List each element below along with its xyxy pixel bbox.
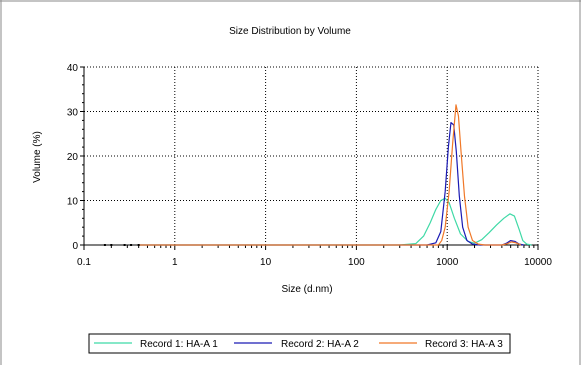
series-line-3 <box>138 104 522 246</box>
y-tick-label: 0 <box>72 241 78 252</box>
x-tick-label: 0.1 <box>77 257 91 268</box>
y-tick-label: 20 <box>67 152 79 163</box>
legend-box <box>88 333 511 354</box>
baseline-marker <box>137 244 140 246</box>
x-tick-label: 100 <box>348 257 365 268</box>
baseline-marker <box>130 244 133 246</box>
legend-label-2: Record 2: HA-A 2 <box>281 339 359 350</box>
x-axis-label: Size (d.nm) <box>281 284 332 295</box>
x-tick-label: 10 <box>260 257 272 268</box>
series-line-1 <box>138 197 532 246</box>
x-tick-label: 10000 <box>524 257 552 268</box>
y-tick-label: 30 <box>67 108 79 119</box>
x-tick-label: 1 <box>172 257 178 268</box>
baseline-marker <box>123 244 126 246</box>
y-axis-label: Volume (%) <box>32 131 43 183</box>
series <box>103 104 532 246</box>
series-line-2 <box>138 122 525 246</box>
x-tick-label: 1000 <box>436 257 459 268</box>
y-tick-label: 40 <box>67 63 79 74</box>
grid <box>84 66 539 245</box>
baseline-marker <box>103 244 106 246</box>
y-tick-label: 10 <box>67 197 79 208</box>
chart-title: Size Distribution by Volume <box>229 26 351 37</box>
legend: Record 1: HA-A 1 Record 2: HA-A 2 Record 3… <box>94 339 503 350</box>
axes: 0 10 20 30 40 0.1 1 10 100 1000 10000 <box>67 63 552 268</box>
legend-label-1: Record 1: HA-A 1 <box>140 339 218 350</box>
legend-label-3: Record 3: HA-A 3 <box>425 339 503 350</box>
baseline-marker <box>110 244 113 246</box>
